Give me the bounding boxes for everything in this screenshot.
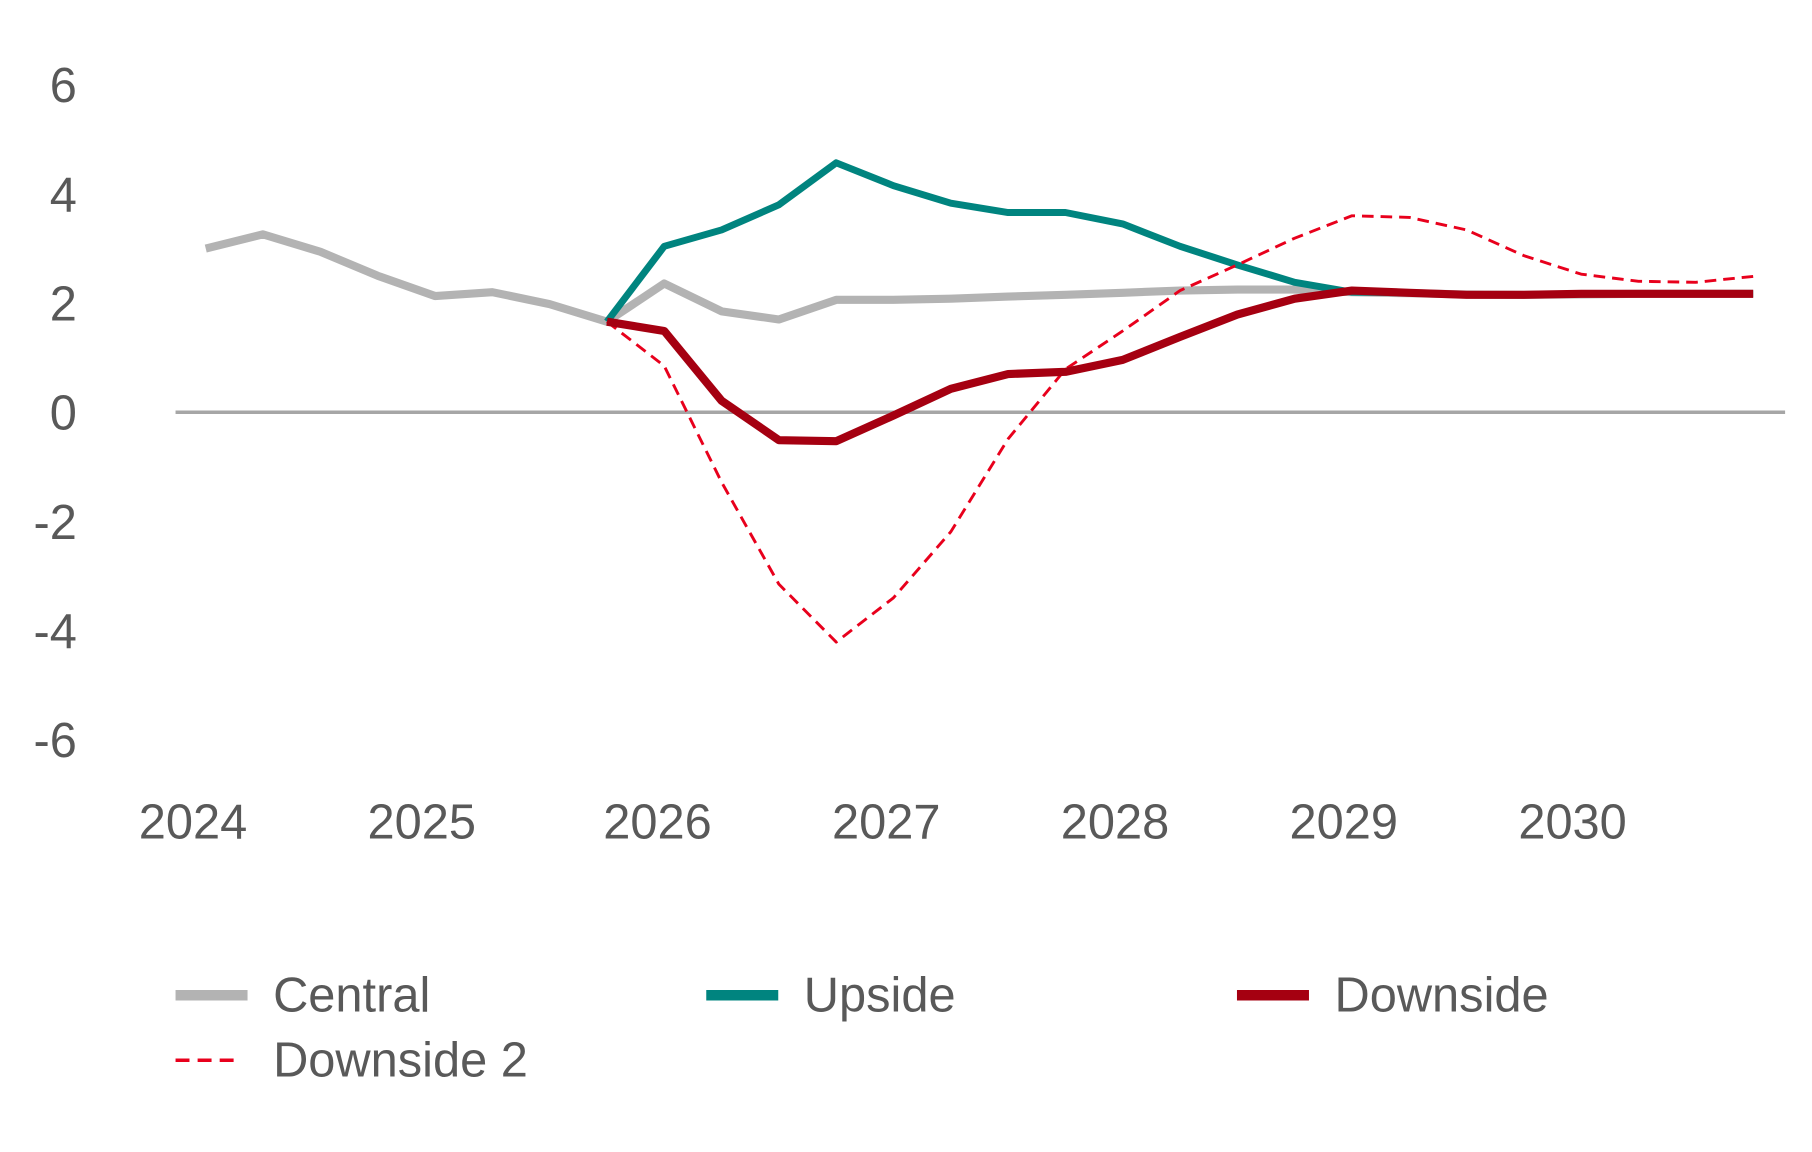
x-tick-label: 2030 xyxy=(1518,795,1627,849)
y-tick-label: 6 xyxy=(50,59,77,113)
x-tick-label: 2028 xyxy=(1061,795,1170,849)
x-tick-label: 2026 xyxy=(603,795,712,849)
series-line-downside xyxy=(606,286,1754,446)
legend-label: Downside 2 xyxy=(273,1034,528,1088)
series-line-central xyxy=(204,230,1754,326)
legend-label: Upside xyxy=(804,968,956,1022)
y-tick-label: -2 xyxy=(33,496,76,550)
x-tick-label: 2027 xyxy=(832,795,941,849)
y-tick-label: 4 xyxy=(50,168,77,222)
x-tick-label: 2024 xyxy=(139,795,248,849)
x-tick-label: 2025 xyxy=(367,795,476,849)
series-lines xyxy=(204,159,1754,644)
y-tick-label: -6 xyxy=(33,714,76,768)
y-tick-label: 2 xyxy=(50,278,77,332)
legend-label: Downside xyxy=(1335,968,1549,1022)
y-tick-label: 0 xyxy=(50,387,77,441)
y-axis-ticks: 6 4 2 0 -2 -4 -6 xyxy=(33,59,76,768)
legend: Central Upside Downside Downside 2 xyxy=(175,968,1549,1088)
y-tick-label: -4 xyxy=(33,605,76,659)
legend-label: Central xyxy=(273,968,430,1022)
series-line-downside-2 xyxy=(606,214,1754,644)
x-axis-ticks: 2024 2025 2026 2027 2028 2029 2030 xyxy=(139,795,1627,849)
x-tick-label: 2029 xyxy=(1290,795,1399,849)
